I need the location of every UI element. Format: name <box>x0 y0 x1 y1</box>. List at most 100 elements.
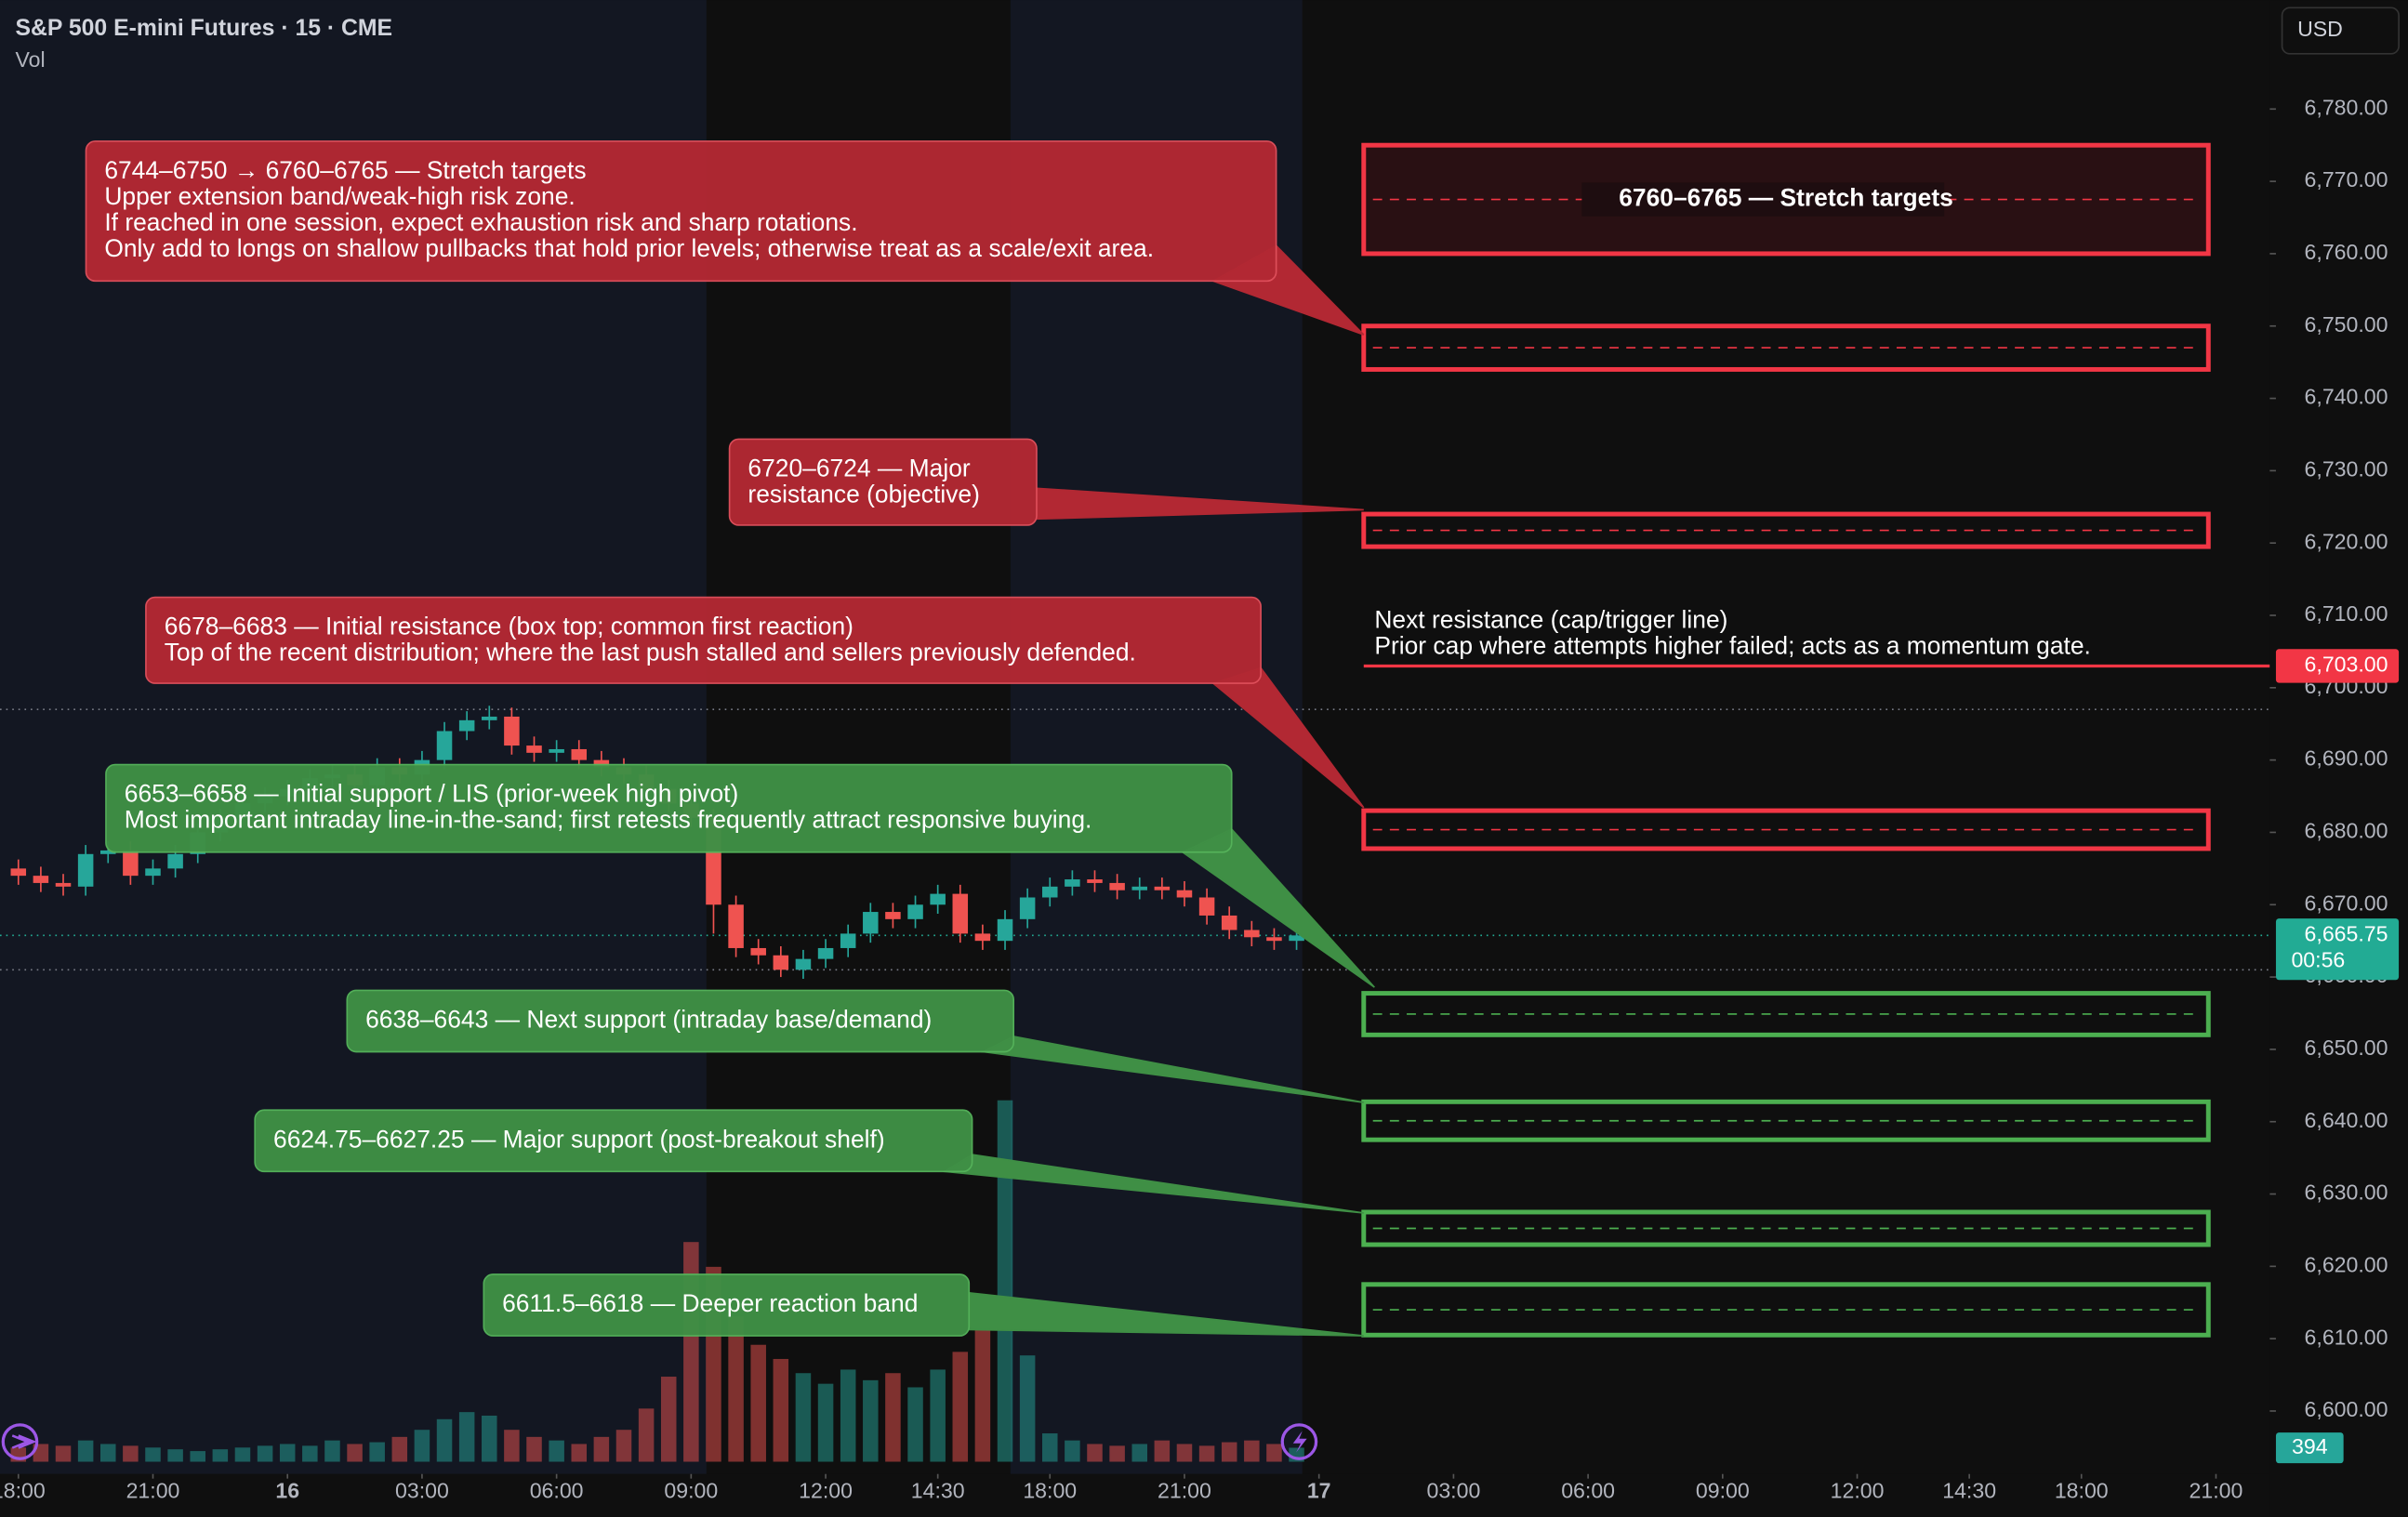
zone-box <box>1361 1282 2211 1338</box>
volume-bar <box>974 1305 991 1462</box>
callout-text: Upper extension band/weak-high risk zone… <box>104 182 575 210</box>
volume-bar <box>728 1316 744 1462</box>
volume-bar <box>1019 1355 1036 1462</box>
x-tick-label: 03:00 <box>395 1479 449 1503</box>
volume-bar <box>190 1451 205 1462</box>
callout-box <box>728 438 1038 526</box>
volume-bar <box>167 1449 183 1462</box>
x-tick-label: 06:00 <box>530 1479 584 1503</box>
volume-bar <box>1109 1445 1125 1462</box>
y-tick-label: 6,670.00 <box>2305 890 2388 915</box>
volume-bar <box>817 1383 834 1462</box>
y-tick-label: 6,710.00 <box>2305 601 2388 626</box>
x-tick-label: 18:00 <box>0 1479 46 1503</box>
y-tick-label: 6,730.00 <box>2305 456 2388 481</box>
candle-body <box>974 933 991 942</box>
candle-body <box>1131 886 1147 890</box>
volume-bar <box>593 1436 610 1462</box>
callout-box <box>483 1273 971 1337</box>
callout-text: Most important intraday line-in-the-sand… <box>125 806 1092 834</box>
volume-bar <box>1087 1444 1103 1462</box>
candle-body <box>526 745 542 753</box>
callout-text: 6678–6683 — Initial resistance (box top;… <box>165 613 853 640</box>
volume-bar <box>257 1445 273 1462</box>
zone-label-bg <box>1581 182 1945 217</box>
callout-text: 6653–6658 — Initial support / LIS (prior… <box>125 780 739 808</box>
volume-bar <box>795 1373 812 1462</box>
event-icon-glyph <box>1292 1431 1307 1453</box>
y-tick-label: 6,620.00 <box>2305 1252 2388 1276</box>
volume-bar <box>458 1412 475 1462</box>
candle-body <box>482 716 497 720</box>
candle-body <box>55 882 72 887</box>
x-tick-label: 18:00 <box>2055 1479 2109 1503</box>
candle-body <box>1198 897 1215 916</box>
volume-bar <box>571 1444 588 1462</box>
last-price-tag <box>2275 918 2400 981</box>
volume-bar <box>750 1344 766 1462</box>
zone-box <box>1361 808 2211 851</box>
candle-body <box>33 876 49 883</box>
callout-box <box>254 1109 973 1173</box>
volume-tag <box>2275 1432 2344 1464</box>
y-tick-label: 6,770.00 <box>2305 167 2388 191</box>
x-tick-label: 06:00 <box>1561 1479 1615 1503</box>
y-tick-label: 6,740.00 <box>2305 385 2388 409</box>
callout-text: 6638–6643 — Next support (intraday base/… <box>365 1005 932 1033</box>
volume-bar <box>234 1447 251 1462</box>
y-tick-label: 6,750.00 <box>2305 312 2388 336</box>
y-tick-label: 6,760.00 <box>2305 240 2388 264</box>
callout-box <box>346 989 1015 1053</box>
y-tick-label: 6,720.00 <box>2305 529 2388 553</box>
callout-text: 6624.75–6627.25 — Major support (post-br… <box>273 1125 885 1153</box>
x-tick-label: 18:00 <box>1023 1479 1077 1503</box>
volume-bar <box>414 1430 430 1462</box>
volume-bar <box>863 1379 879 1462</box>
chart-title: S&P 500 E-mini Futures · 15 · CME <box>16 16 393 41</box>
candle-body <box>1019 897 1036 919</box>
volume-bar <box>1244 1440 1260 1462</box>
volume-bar <box>1176 1444 1193 1462</box>
volume-bar <box>99 1444 116 1462</box>
resistance-text: Prior cap where attempts higher failed; … <box>1374 632 2091 660</box>
callout-text: Top of the recent distribution; where th… <box>165 639 1136 666</box>
y-tick-label: 6,600.00 <box>2305 1397 2388 1421</box>
x-tick-label: 14:30 <box>911 1479 965 1503</box>
callout-text: 6744–6750 → 6760–6765 — Stretch targets <box>104 156 586 184</box>
x-tick-label: 12:00 <box>799 1479 853 1503</box>
volume-bar <box>907 1387 923 1462</box>
event-icon[interactable] <box>1280 1423 1318 1460</box>
callout-box <box>105 763 1233 853</box>
callout-box <box>145 596 1262 684</box>
volume-bar <box>369 1442 385 1462</box>
candle-body <box>1289 935 1304 942</box>
candle-body <box>773 955 789 970</box>
volume-bar <box>997 1100 1013 1462</box>
candle-body <box>1154 886 1171 890</box>
volume-bar <box>1131 1444 1147 1462</box>
volume-bar <box>526 1436 542 1462</box>
callout-box <box>85 140 1277 283</box>
volume-bar <box>1041 1433 1058 1462</box>
y-axis-bg <box>2269 0 2408 1517</box>
currency-button[interactable] <box>2281 7 2400 55</box>
volume-bar <box>123 1445 139 1462</box>
zone-box <box>1361 511 2211 549</box>
callout-text: 6611.5–6618 — Deeper reaction band <box>502 1289 918 1317</box>
candle-body <box>1087 879 1103 883</box>
callout-text: If reached in one session, expect exhaus… <box>104 208 857 236</box>
x-tick-label: 21:00 <box>1158 1479 1211 1503</box>
candle-body <box>930 893 946 905</box>
candle-body <box>99 850 116 854</box>
callout-text: 6720–6724 — Major <box>748 454 970 481</box>
x-tick-label: 14:30 <box>1942 1479 1996 1503</box>
volume-bar <box>773 1358 789 1462</box>
volume-bar <box>930 1369 946 1462</box>
candle-body <box>504 716 520 746</box>
resistance-price-label: 6,703.00 <box>2305 653 2388 677</box>
volume-bar <box>324 1440 340 1462</box>
volume-bar <box>55 1445 72 1462</box>
y-tick-label: 6,630.00 <box>2305 1181 2388 1205</box>
